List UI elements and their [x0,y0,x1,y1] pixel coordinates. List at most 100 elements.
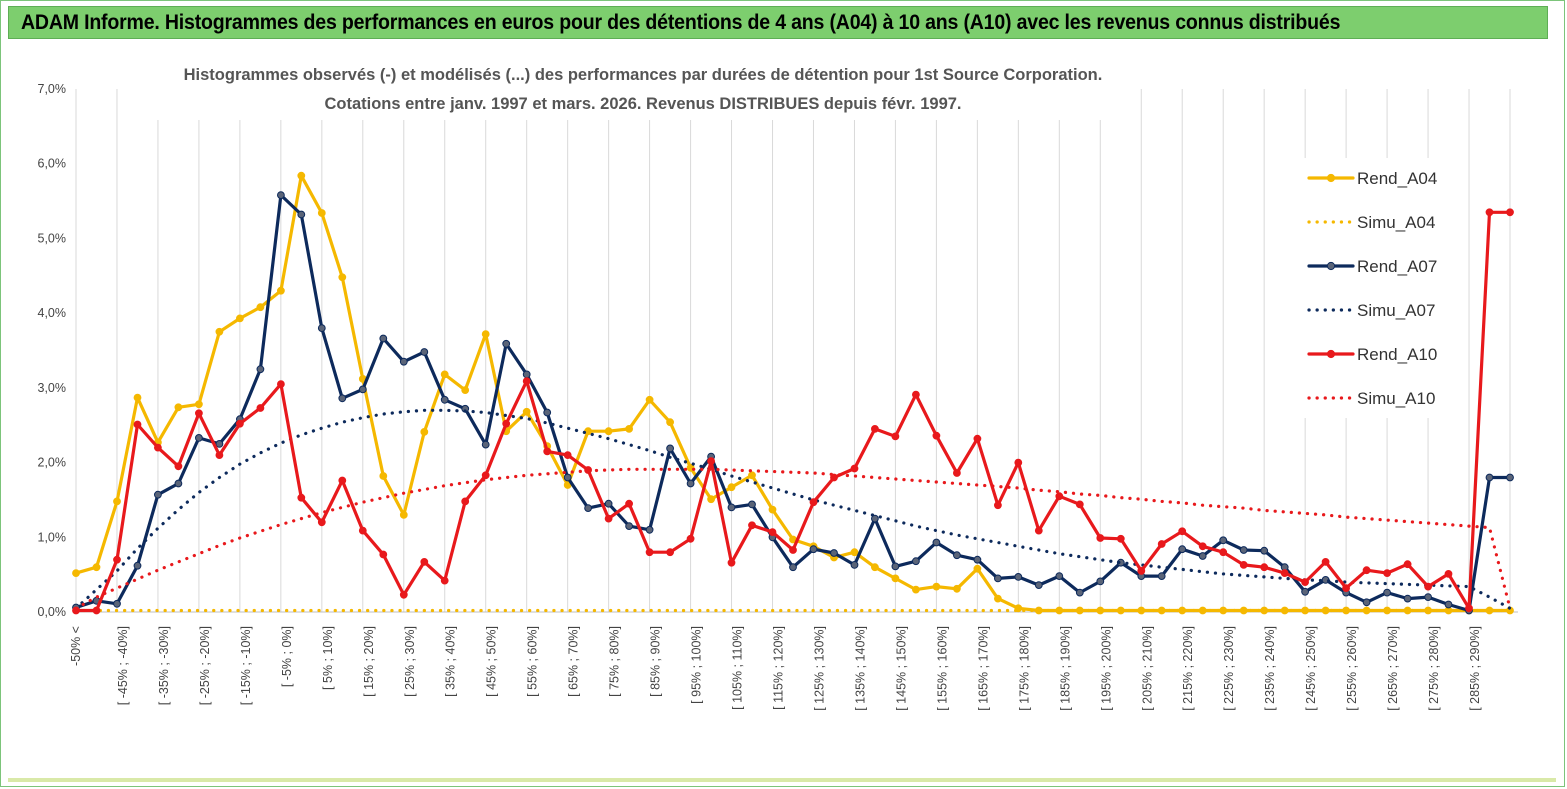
data-point-rend_a10 [953,469,961,477]
y-tick-label: 3,0% [38,381,67,395]
data-point-rend_a10 [1239,561,1248,569]
data-point-rend_a07 [277,191,285,200]
data-point-rend_a04 [584,427,592,436]
data-point-rend_a07 [604,499,613,508]
x-tick-label: [ 185% ; 190%] [1058,626,1072,711]
data-point-rend_a04 [850,548,859,557]
data-point-rend_a07 [297,210,306,219]
data-point-rend_a10 [543,447,552,456]
data-point-rend_a04 [72,569,80,577]
data-point-rend_a10 [625,499,633,508]
data-point-rend_a07 [1444,600,1453,609]
data-point-rend_a10 [1014,458,1023,467]
legend: Rend_A04 Simu_A04 Rend_A07 Simu_A07 Rend_A10… [1307,169,1437,408]
x-tick-label: [ 85% ; 90%] [649,626,663,697]
data-point-rend_a10 [297,493,306,502]
data-point-rend_a10 [522,377,531,386]
data-point-rend_a07 [113,599,121,608]
data-point-rend_a07 [522,370,531,379]
data-point-rend_a10 [645,548,654,557]
y-tick-label: 2,0% [38,456,67,470]
data-point-rend_a04 [481,330,490,339]
x-tick-label: [ 35% ; 40%] [444,626,458,697]
data-point-rend_a07 [399,357,408,366]
data-point-rend_a10 [379,550,388,559]
data-point-rend_a07 [317,324,326,333]
data-point-rend_a07 [481,440,490,449]
x-tick-label: [ 5% ; 10%] [321,626,335,690]
banner-title: ADAM Informe. Histogrammes des performan… [21,10,1341,34]
data-point-rend_a10 [1096,534,1105,542]
x-tick-label: [ 275% ; 280%] [1427,626,1441,711]
data-point-rend_a04 [113,497,121,506]
x-tick-label: [ 205% ; 210%] [1140,626,1154,711]
data-point-rend_a07 [932,538,941,547]
x-tick-label: [ 175% ; 180%] [1017,626,1031,711]
data-point-rend_a04 [440,370,449,379]
data-point-rend_a07 [1198,552,1207,560]
data-point-rend_a10 [1485,208,1494,217]
data-point-rend_a04 [625,425,633,433]
data-point-rend_a04 [297,171,306,180]
data-point-rend_a10 [973,434,982,443]
series-layer [72,171,1514,615]
legend-marker [1326,349,1336,359]
data-point-rend_a07 [1178,545,1187,554]
data-point-rend_a07 [584,504,592,513]
x-tick-label: [ 75% ; 80%] [608,626,622,697]
data-point-rend_a10 [1280,569,1289,577]
data-point-rend_a07 [789,563,797,572]
data-point-rend_a07 [1506,473,1514,482]
x-tick-label: [ -45% ; -40%] [116,626,130,705]
data-point-rend_a07 [645,525,654,534]
data-point-rend_a10 [317,518,326,527]
data-point-rend_a07 [338,394,347,403]
legend-label: Simu_A04 [1357,213,1435,232]
chart-title-background [150,58,1140,120]
x-tick-label: [ 215% ; 220%] [1181,626,1195,711]
data-point-rend_a07 [1424,593,1432,601]
data-point-rend_a07 [1403,594,1412,603]
legend-label: Simu_A07 [1357,301,1435,320]
x-tick-label: [ 285% ; 290%] [1468,626,1482,711]
series-line-simu_a07 [74,408,1512,610]
data-point-rend_a10 [502,419,511,428]
data-point-rend_a04 [195,400,203,409]
data-point-rend_a10 [748,521,756,530]
data-point-rend_a04 [133,393,142,402]
data-point-rend_a10 [1178,527,1187,536]
data-point-rend_a10 [154,443,162,452]
x-tick-label: [ 135% ; 140%] [853,626,867,711]
data-point-rend_a04 [174,403,183,412]
data-point-rend_a10 [1157,540,1166,548]
data-point-rend_a04 [666,418,674,427]
x-tick-label: [ -5% ; 0%] [280,626,294,687]
data-point-rend_a04 [1485,606,1494,615]
data-point-rend_a07 [1219,536,1228,545]
x-tick-label: [ 105% ; 110%] [731,626,745,710]
x-tick-label: [ 165% ; 170%] [976,626,990,711]
data-point-rend_a10 [830,473,838,482]
data-point-rend_a10 [768,528,777,536]
data-point-rend_a10 [92,606,101,615]
data-point-rend_a10 [932,431,941,440]
data-point-rend_a04 [953,584,961,593]
data-point-rend_a04 [912,585,920,594]
data-point-rend_a07 [563,473,572,482]
y-tick-label: 1,0% [38,530,67,544]
data-point-rend_a10 [1260,563,1269,572]
data-point-rend_a10 [399,590,408,599]
data-point-rend_a04 [461,386,470,395]
y-tick-label: 6,0% [38,157,67,171]
legend-marker [1326,173,1336,183]
chart-title: Histogrammes observés (-) et modélisés (… [184,66,1103,84]
data-point-rend_a07 [891,562,900,571]
data-point-rend_a07 [133,561,142,570]
chart-subtitle: Cotations entre janv. 1997 et mars. 2026… [324,95,961,113]
data-point-rend_a10 [440,576,449,585]
data-point-rend_a07 [809,545,818,554]
data-point-rend_a07 [215,440,224,448]
data-point-rend_a10 [912,390,920,399]
x-tick-label: [ 125% ; 130%] [812,626,826,711]
